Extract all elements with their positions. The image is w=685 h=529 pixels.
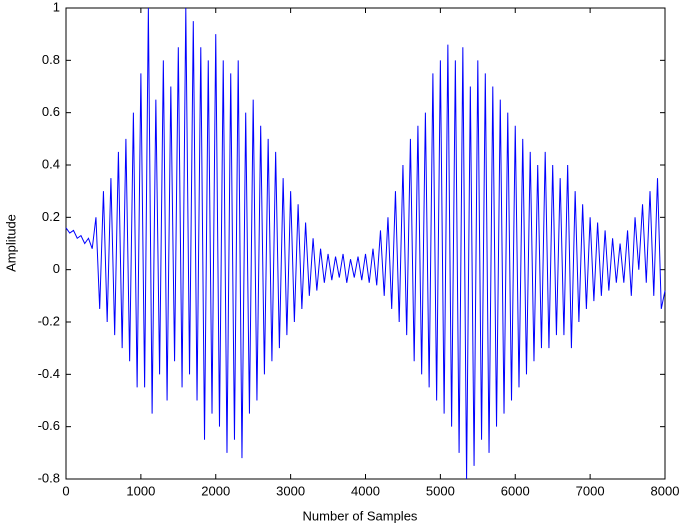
x-axis-label: Number of Samples [303,508,418,523]
y-tick-label: 0.6 [42,104,60,119]
x-tick-label: 8000 [651,483,680,498]
x-tick-label: 4000 [351,483,380,498]
y-tick-label: 0 [53,261,60,276]
x-tick-label: 0 [62,483,69,498]
y-tick-label: -0.8 [38,470,60,485]
x-tick-label: 7000 [576,483,605,498]
y-tick-label: 0.4 [42,156,60,171]
y-axis-label: Amplitude [3,214,18,272]
plot-box [65,7,666,480]
y-tick-label: -0.4 [38,366,60,381]
y-tick-label: -0.2 [38,313,60,328]
x-tick-label: 1000 [126,483,155,498]
x-tick-label: 6000 [501,483,530,498]
y-tick-label: 0.8 [42,52,60,67]
x-tick-label: 5000 [426,483,455,498]
y-tick-label: 0.2 [42,209,60,224]
y-tick-label: -0.6 [38,418,60,433]
x-tick-label: 3000 [276,483,305,498]
waveform-line [65,7,666,480]
y-tick-label: 1 [53,0,60,14]
x-tick-label: 2000 [201,483,230,498]
